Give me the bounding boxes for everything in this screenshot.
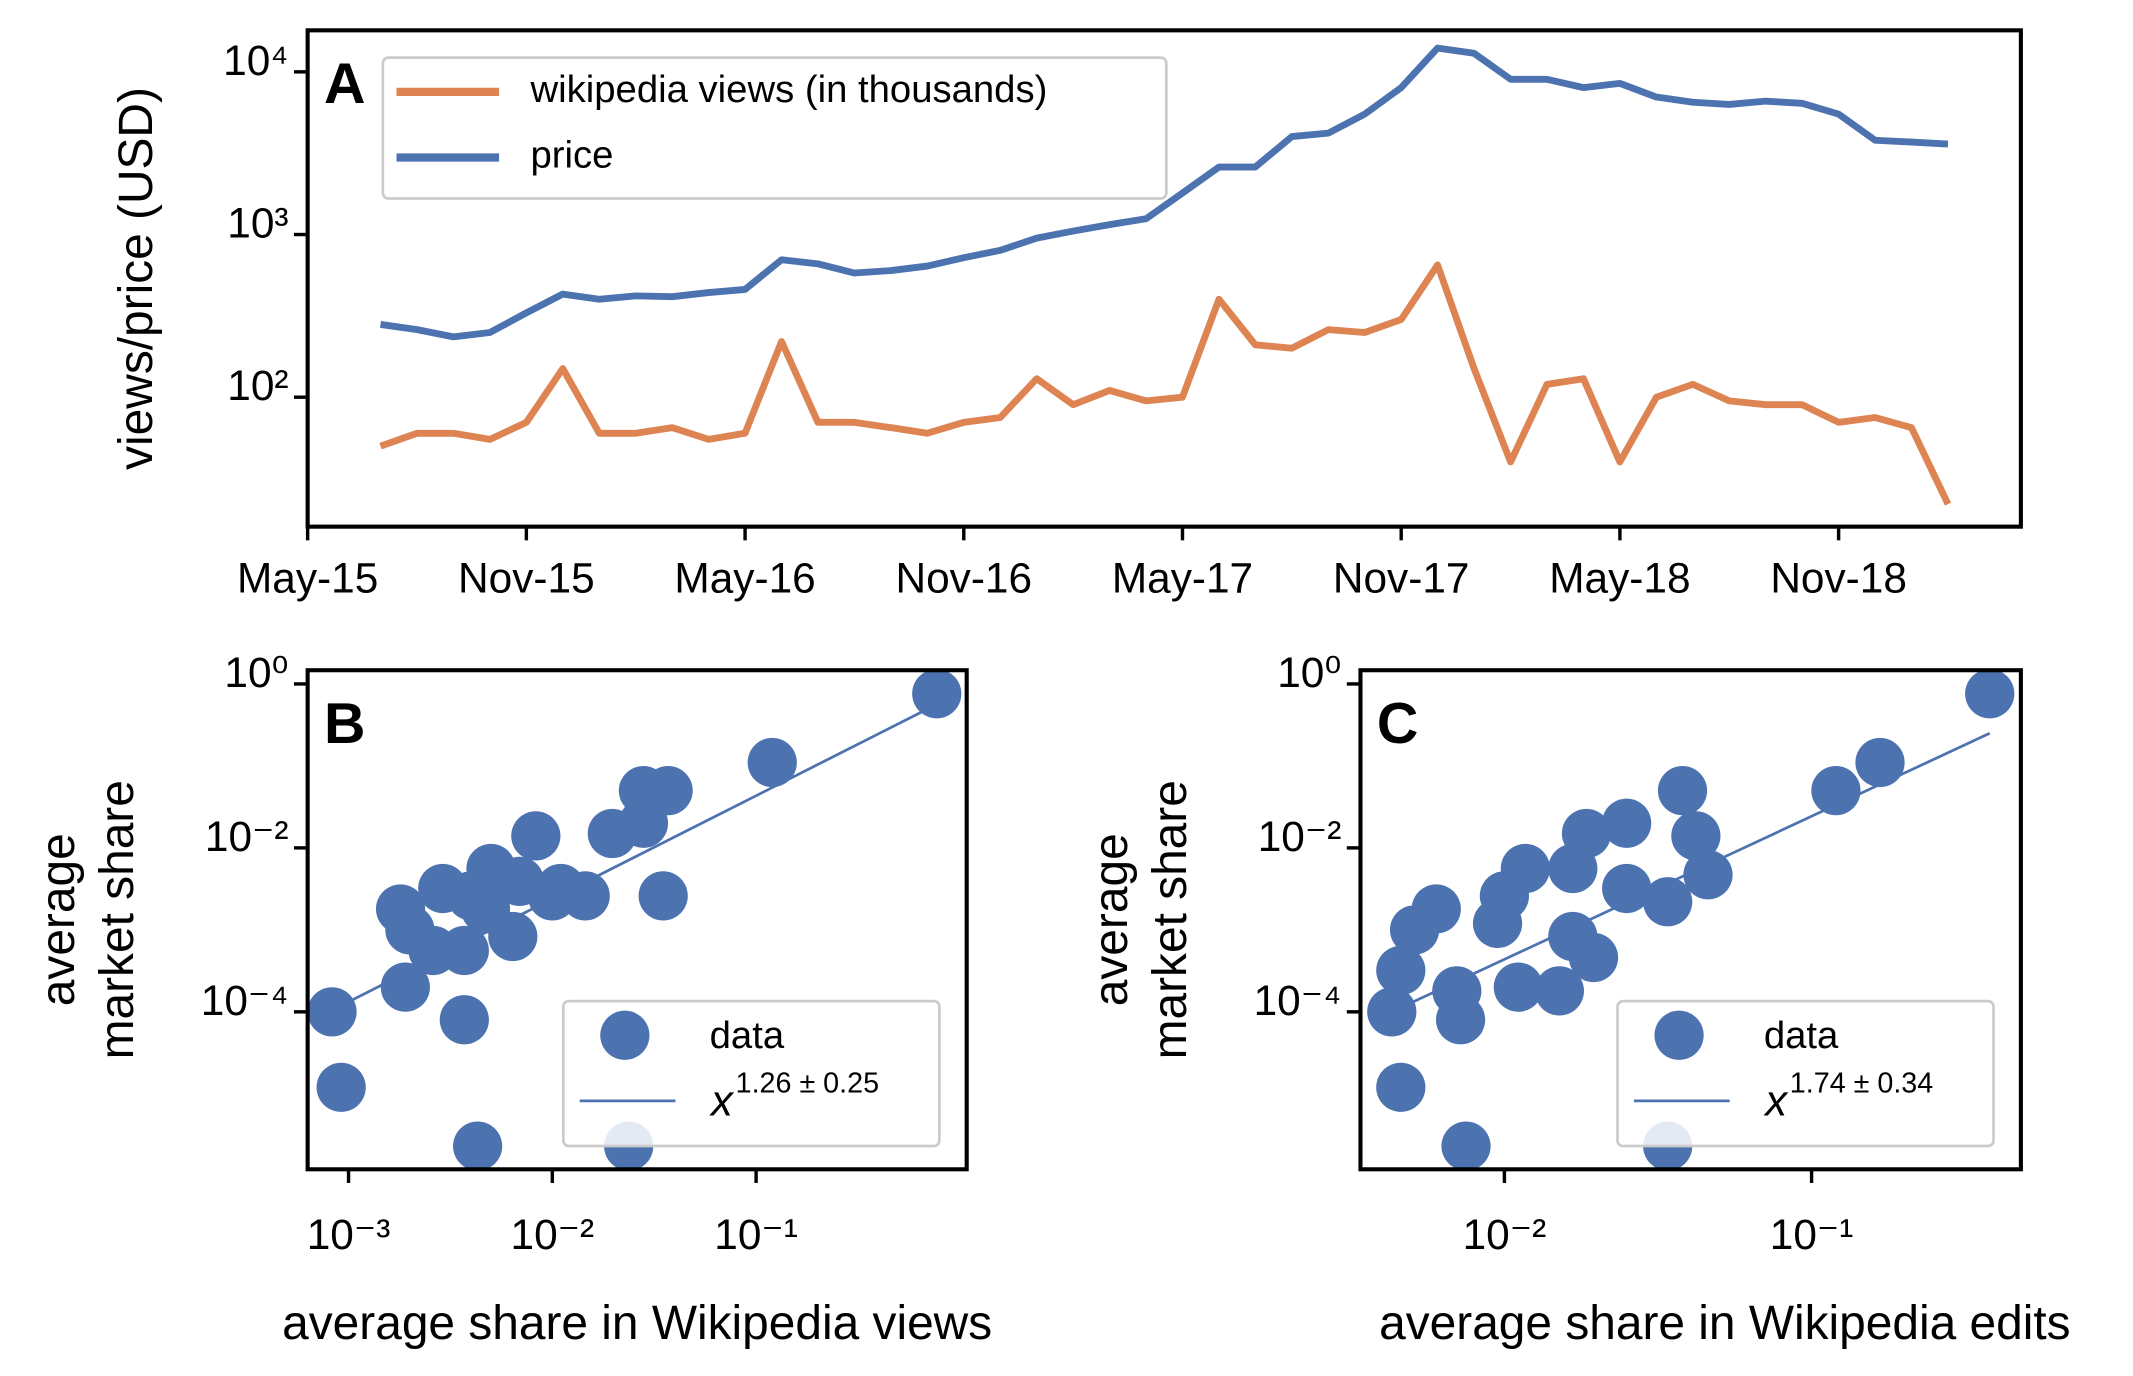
data-point: [494, 856, 545, 907]
x-tick-label: Nov-15: [458, 555, 595, 602]
x-tick-label: 10⁻³: [307, 1211, 391, 1258]
legend-box: [1616, 999, 1995, 1148]
legend-label: data: [1764, 1014, 1839, 1057]
fit-exponent: 1.26 ± 0.25: [736, 1067, 879, 1099]
y-tick-label: 10³: [227, 200, 288, 247]
legend-label: x 1.26 ± 0.25: [709, 1067, 879, 1125]
data-point: [536, 863, 586, 914]
x-tick-label: 10⁻¹: [714, 1211, 798, 1258]
x-tick-label: May-16: [674, 555, 815, 602]
x-tick-label: May-15: [237, 555, 378, 602]
data-point: [1435, 995, 1486, 1045]
data-point: [1683, 850, 1733, 900]
x-tick-label: Nov-18: [1770, 555, 1907, 602]
data-point: [1602, 863, 1652, 914]
y-tick-label: 10⁴: [223, 37, 288, 84]
data-point: [1855, 737, 1905, 788]
y-tick-label: 10⁻²: [1258, 813, 1342, 860]
data-point: [511, 811, 561, 861]
data-point: [439, 925, 489, 976]
plot-area: [1367, 670, 2015, 1170]
data-point: [1376, 945, 1426, 996]
x-tick-label: 10⁻¹: [1770, 1211, 1854, 1258]
data-point: [307, 987, 357, 1037]
legend-label: x 1.74 ± 0.34: [1763, 1067, 1933, 1125]
x-tick-label: 10⁻²: [511, 1211, 595, 1258]
y-axis-label: average: [32, 833, 85, 1006]
y-tick-label: 10⁰: [1277, 649, 1341, 696]
x-tick-label: 10⁻²: [1463, 1211, 1547, 1258]
legend-marker: [1654, 1010, 1704, 1060]
series-line: [380, 44, 1949, 341]
data-point: [1389, 905, 1440, 955]
fit-name: x: [709, 1076, 735, 1125]
data-point: [460, 884, 511, 934]
data-point: [912, 670, 962, 719]
y-tick-label: 10⁻²: [205, 813, 289, 860]
x-tick-label: Nov-16: [895, 555, 1032, 602]
data-point: [380, 962, 430, 1012]
data-point: [587, 808, 637, 859]
legend-box: [561, 999, 941, 1148]
plot-area: [307, 670, 962, 1170]
y-axis-label: views/price (USD): [110, 87, 163, 470]
y-tick-label: 10⁻⁴: [1254, 977, 1342, 1024]
panel-label: C: [1377, 692, 1418, 756]
legend-label: price: [531, 134, 614, 177]
series-line: [379, 261, 1952, 506]
axes-frame: [305, 28, 2023, 529]
panel-label: A: [324, 52, 365, 116]
data-point: [418, 863, 468, 914]
axes-frame: [305, 668, 969, 1172]
legend-label: wikipedia views (in thousands): [530, 68, 1048, 111]
fit-name: x: [1763, 1076, 1789, 1125]
x-tick-label: May-17: [1112, 555, 1253, 602]
y-tick-label: 10⁻⁴: [201, 977, 289, 1024]
y-axis-label: average: [1085, 833, 1138, 1006]
x-tick-label: May-18: [1549, 555, 1690, 602]
data-point: [1643, 877, 1693, 927]
data-point: [1657, 765, 1708, 816]
legend-box: [381, 56, 1168, 200]
data-point: [1965, 670, 2015, 719]
data-point: [1493, 962, 1543, 1012]
y-tick-label: 10²: [227, 362, 288, 409]
y-tick-label: 10⁰: [224, 649, 288, 696]
data-point: [1441, 1121, 1491, 1170]
data-point: [1671, 811, 1721, 861]
data-point: [1602, 798, 1652, 848]
x-axis-label: average share in Wikipedia edits: [1379, 1297, 2070, 1350]
y-axis-label: market share: [1144, 780, 1197, 1059]
data-point: [1568, 932, 1619, 983]
x-tick-label: Nov-17: [1333, 555, 1470, 602]
legend-marker: [600, 1010, 650, 1060]
data-point: [1376, 1062, 1426, 1112]
data-point: [1367, 987, 1417, 1037]
data-point: [1534, 966, 1584, 1016]
data-point: [316, 1062, 366, 1112]
panel-label: B: [324, 692, 365, 756]
plot-area: [379, 44, 1952, 506]
data-point: [1811, 765, 1861, 816]
axes-frame: [1358, 668, 2023, 1172]
data-point: [1472, 898, 1523, 948]
data-point: [1548, 843, 1598, 894]
y-axis-label: market share: [91, 780, 144, 1059]
data-point: [439, 995, 489, 1045]
data-point: [453, 1121, 503, 1170]
fit-exponent: 1.74 ± 0.34: [1790, 1067, 1933, 1099]
data-point: [638, 871, 688, 921]
x-axis-label: average share in Wikipedia views: [282, 1297, 992, 1350]
data-point: [747, 737, 797, 788]
legend-label: data: [710, 1014, 785, 1057]
